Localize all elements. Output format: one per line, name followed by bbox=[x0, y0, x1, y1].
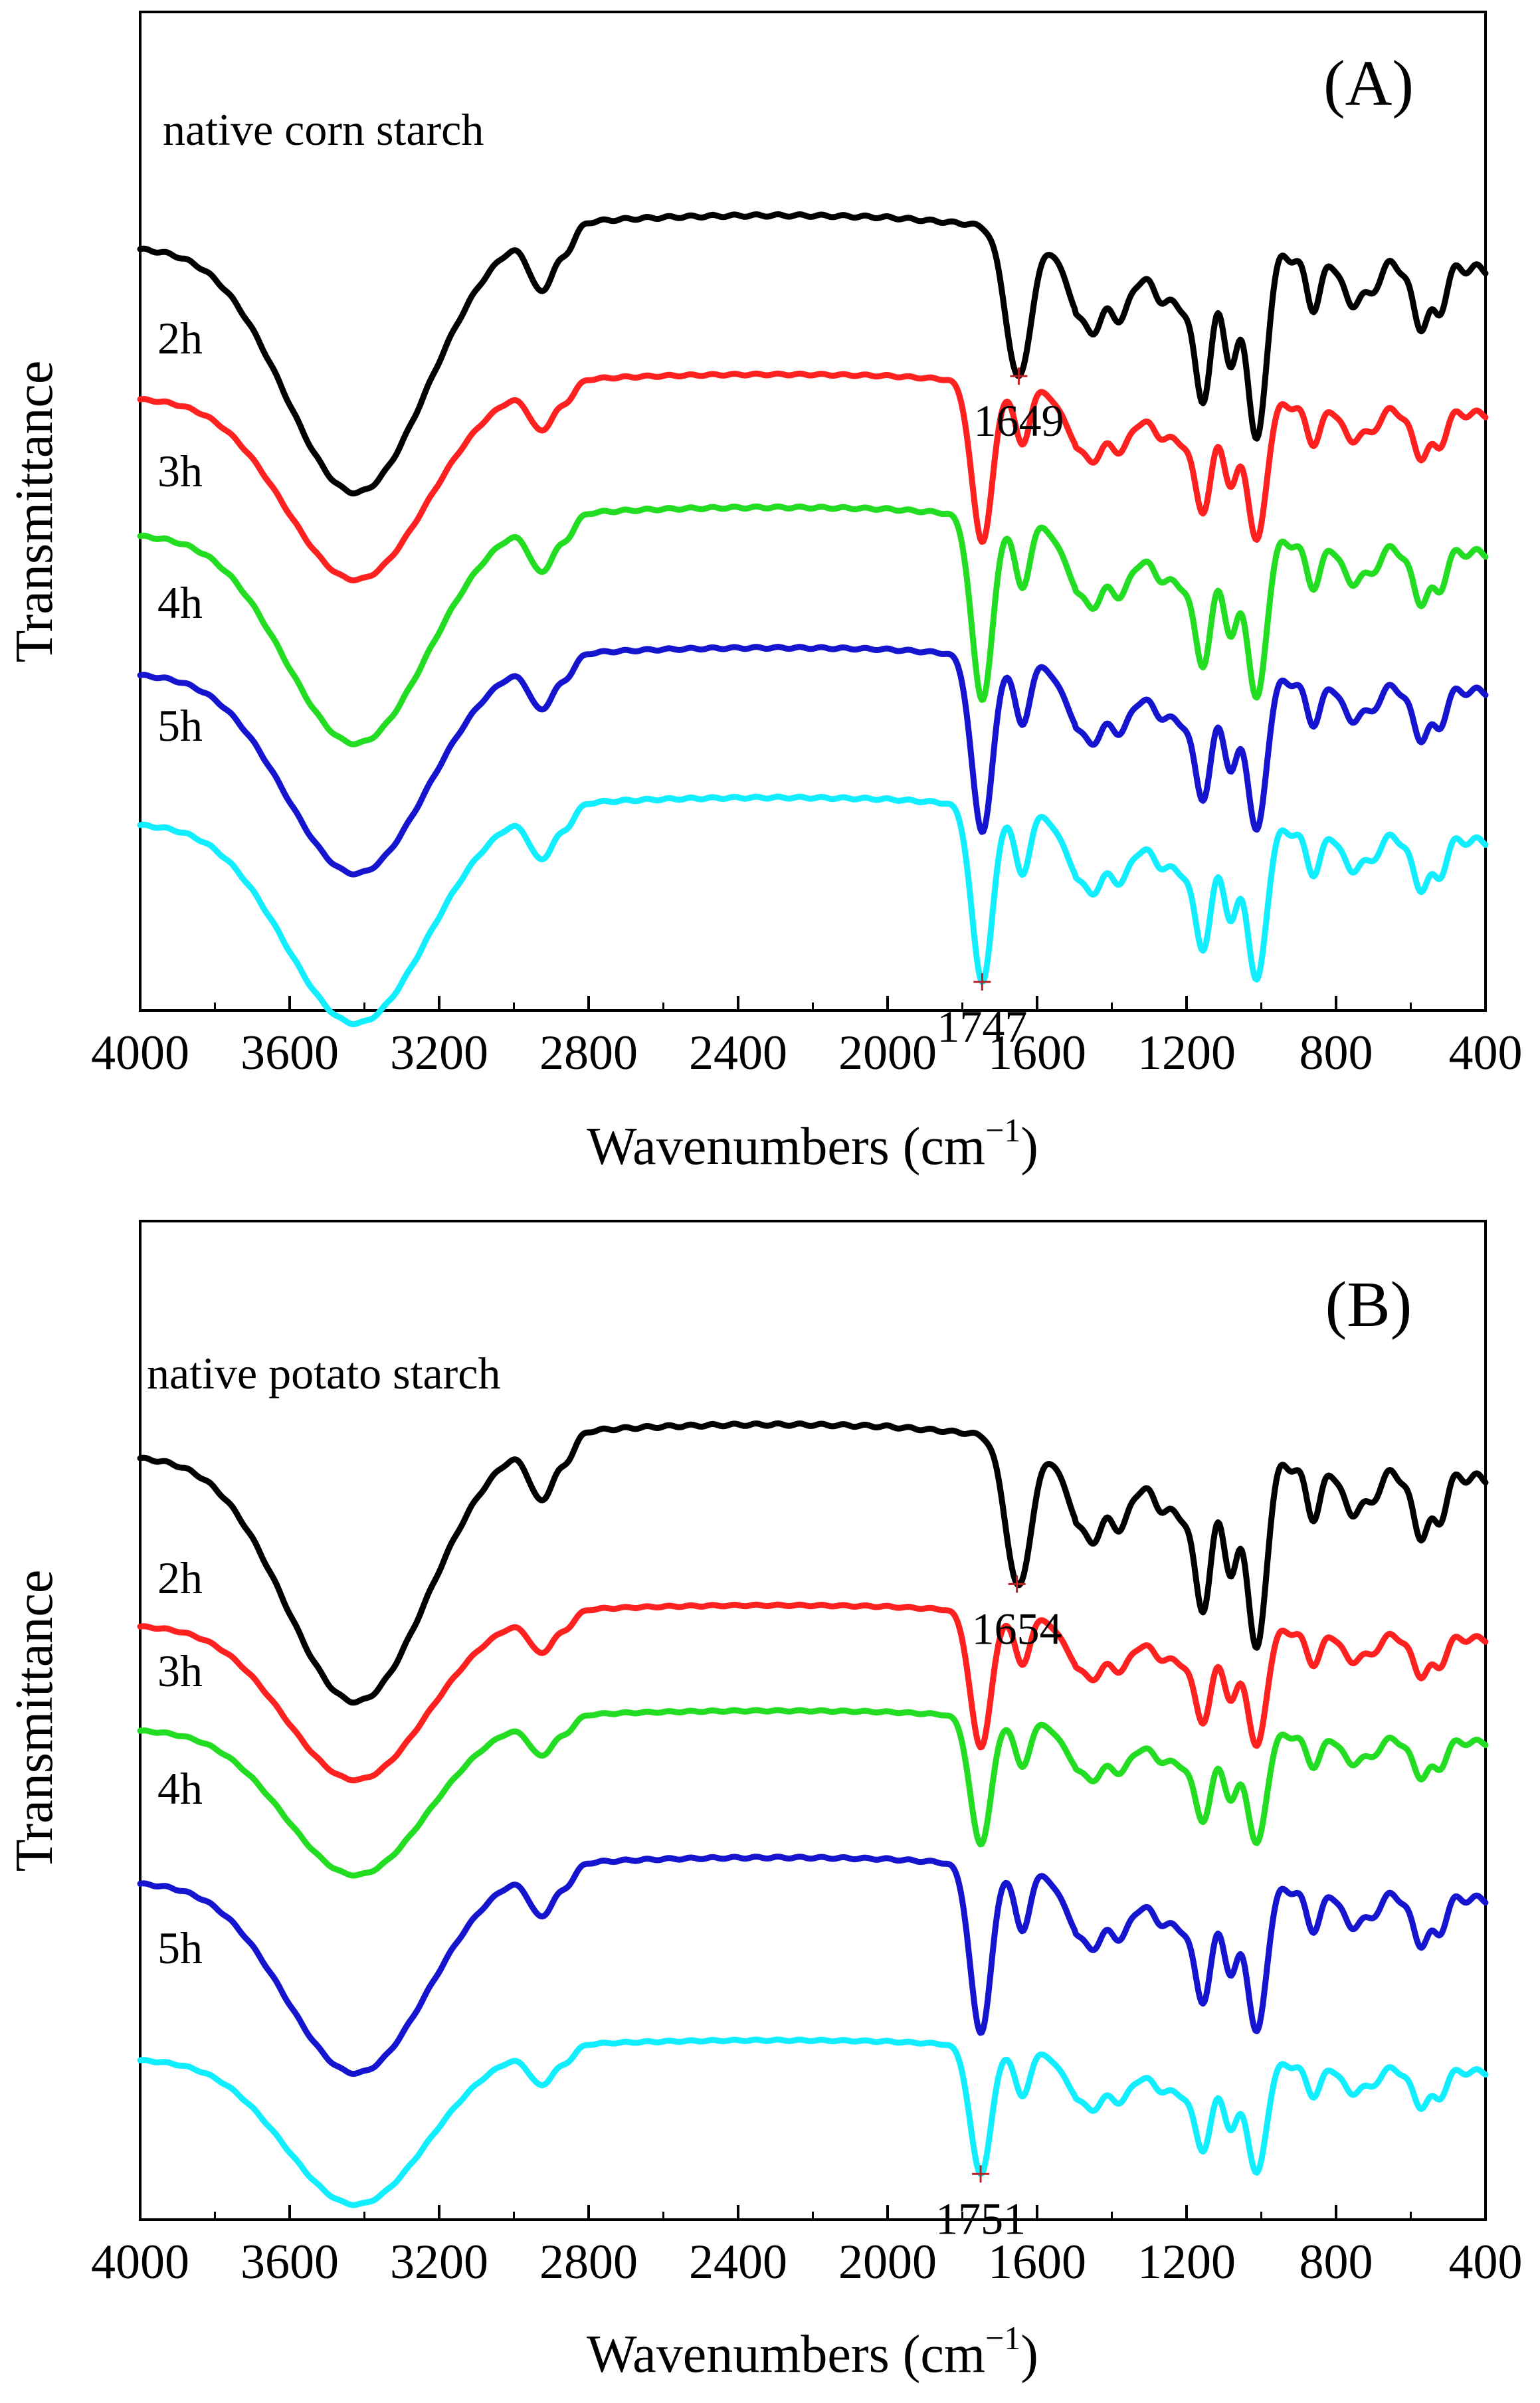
series-line-3h bbox=[137, 503, 1489, 747]
x-axis-title-exponent: −1 bbox=[985, 1111, 1020, 1149]
x-axis-title-exponent: −1 bbox=[985, 2319, 1020, 2356]
series-line-2h bbox=[137, 370, 1489, 584]
peak-label: 1654 bbox=[972, 1603, 1062, 1654]
series-label: 4h bbox=[157, 1763, 203, 1814]
series-label: 3h bbox=[157, 446, 203, 496]
x-tick-label: 2800 bbox=[539, 1026, 638, 1080]
y-axis-title: Transmittance bbox=[5, 1570, 64, 1872]
x-tick-label: 3200 bbox=[390, 2235, 488, 2289]
x-axis-title: Wavenumbers (cm−1) bbox=[587, 2319, 1038, 2384]
x-tick-label: 2400 bbox=[689, 1026, 787, 1080]
series-line-4h bbox=[137, 1854, 1489, 2077]
x-tick-label: 2000 bbox=[838, 1026, 937, 1080]
peak-marker bbox=[1010, 367, 1028, 385]
panel-a: 4000 3600 3200 2800 2400 2000 1600 1200 800 400 n… bbox=[5, 11, 1523, 1176]
spectra: native corn starch 2h 3h 4h 5h bbox=[137, 104, 1489, 1028]
peak-marker bbox=[1008, 1575, 1026, 1593]
x-ticks: 4000 3600 3200 2800 2400 2000 1600 1200 800 400 bbox=[91, 2205, 1523, 2289]
x-tick-label: 3200 bbox=[390, 1026, 488, 1080]
series-line-native bbox=[137, 211, 1489, 497]
x-axis-title-text: Wavenumbers (cm bbox=[587, 1117, 985, 1176]
series-line-3h bbox=[137, 1707, 1489, 1879]
series-line-2h bbox=[137, 1601, 1489, 1784]
panel-label: (A) bbox=[1323, 48, 1414, 120]
series-line-5h bbox=[137, 2036, 1489, 2208]
x-tick-label: 2800 bbox=[539, 2235, 638, 2289]
peak-label: 1747 bbox=[937, 1001, 1027, 1052]
series-label: native potato starch bbox=[147, 1348, 500, 1398]
x-tick-label: 1200 bbox=[1137, 2235, 1236, 2289]
series-label: 3h bbox=[157, 1646, 203, 1696]
x-tick-label: 1600 bbox=[988, 1026, 1086, 1080]
peak-label: 1751 bbox=[935, 2193, 1026, 2244]
peak-label: 1649 bbox=[973, 395, 1064, 446]
x-tick-label: 400 bbox=[1449, 2235, 1523, 2289]
x-axis-title-text: Wavenumbers (cm bbox=[587, 2325, 985, 2384]
x-axis-title-close: ) bbox=[1020, 2325, 1038, 2384]
peak-markers: 1654 1751 bbox=[935, 1575, 1062, 2244]
x-tick-label: 800 bbox=[1299, 1026, 1373, 1080]
series-label: 5h bbox=[157, 700, 203, 751]
peak-markers: 1649 1747 bbox=[937, 367, 1064, 1052]
x-tick-label: 800 bbox=[1299, 2235, 1373, 2289]
x-tick-label: 4000 bbox=[91, 1026, 189, 1080]
x-ticks: 4000 3600 3200 2800 2400 2000 1600 1200 800 400 bbox=[91, 996, 1523, 1080]
x-tick-label: 2400 bbox=[689, 2235, 787, 2289]
series-label: 2h bbox=[157, 1553, 203, 1603]
peak-marker bbox=[973, 973, 991, 991]
panel-label: (B) bbox=[1325, 1269, 1412, 1341]
x-tick-label: 4000 bbox=[91, 2235, 189, 2289]
y-axis-title: Transmittance bbox=[5, 361, 64, 663]
x-tick-label: 2000 bbox=[838, 2235, 937, 2289]
x-axis-title: Wavenumbers (cm−1) bbox=[587, 1111, 1038, 1176]
x-tick-label: 1200 bbox=[1137, 1026, 1236, 1080]
x-tick-label: 3600 bbox=[241, 2235, 339, 2289]
x-tick-label: 1600 bbox=[988, 2235, 1086, 2289]
series-line-5h bbox=[137, 793, 1489, 1028]
spectra: native potato starch 2h 3h 4h 5h bbox=[137, 1348, 1489, 2208]
series-label: 2h bbox=[157, 313, 203, 363]
series-line-native bbox=[137, 1420, 1489, 1706]
x-tick-label: 400 bbox=[1449, 1026, 1523, 1080]
x-tick-label: 3600 bbox=[241, 1026, 339, 1080]
series-label: 5h bbox=[157, 1923, 203, 1973]
series-line-4h bbox=[137, 644, 1489, 878]
peak-marker bbox=[972, 2165, 990, 2183]
series-label: 4h bbox=[157, 577, 203, 628]
x-axis-title-close: ) bbox=[1020, 1117, 1038, 1176]
series-label: native corn starch bbox=[163, 104, 484, 155]
panel-b: 4000 3600 3200 2800 2400 2000 1600 1200 800 400 n… bbox=[5, 1220, 1523, 2384]
